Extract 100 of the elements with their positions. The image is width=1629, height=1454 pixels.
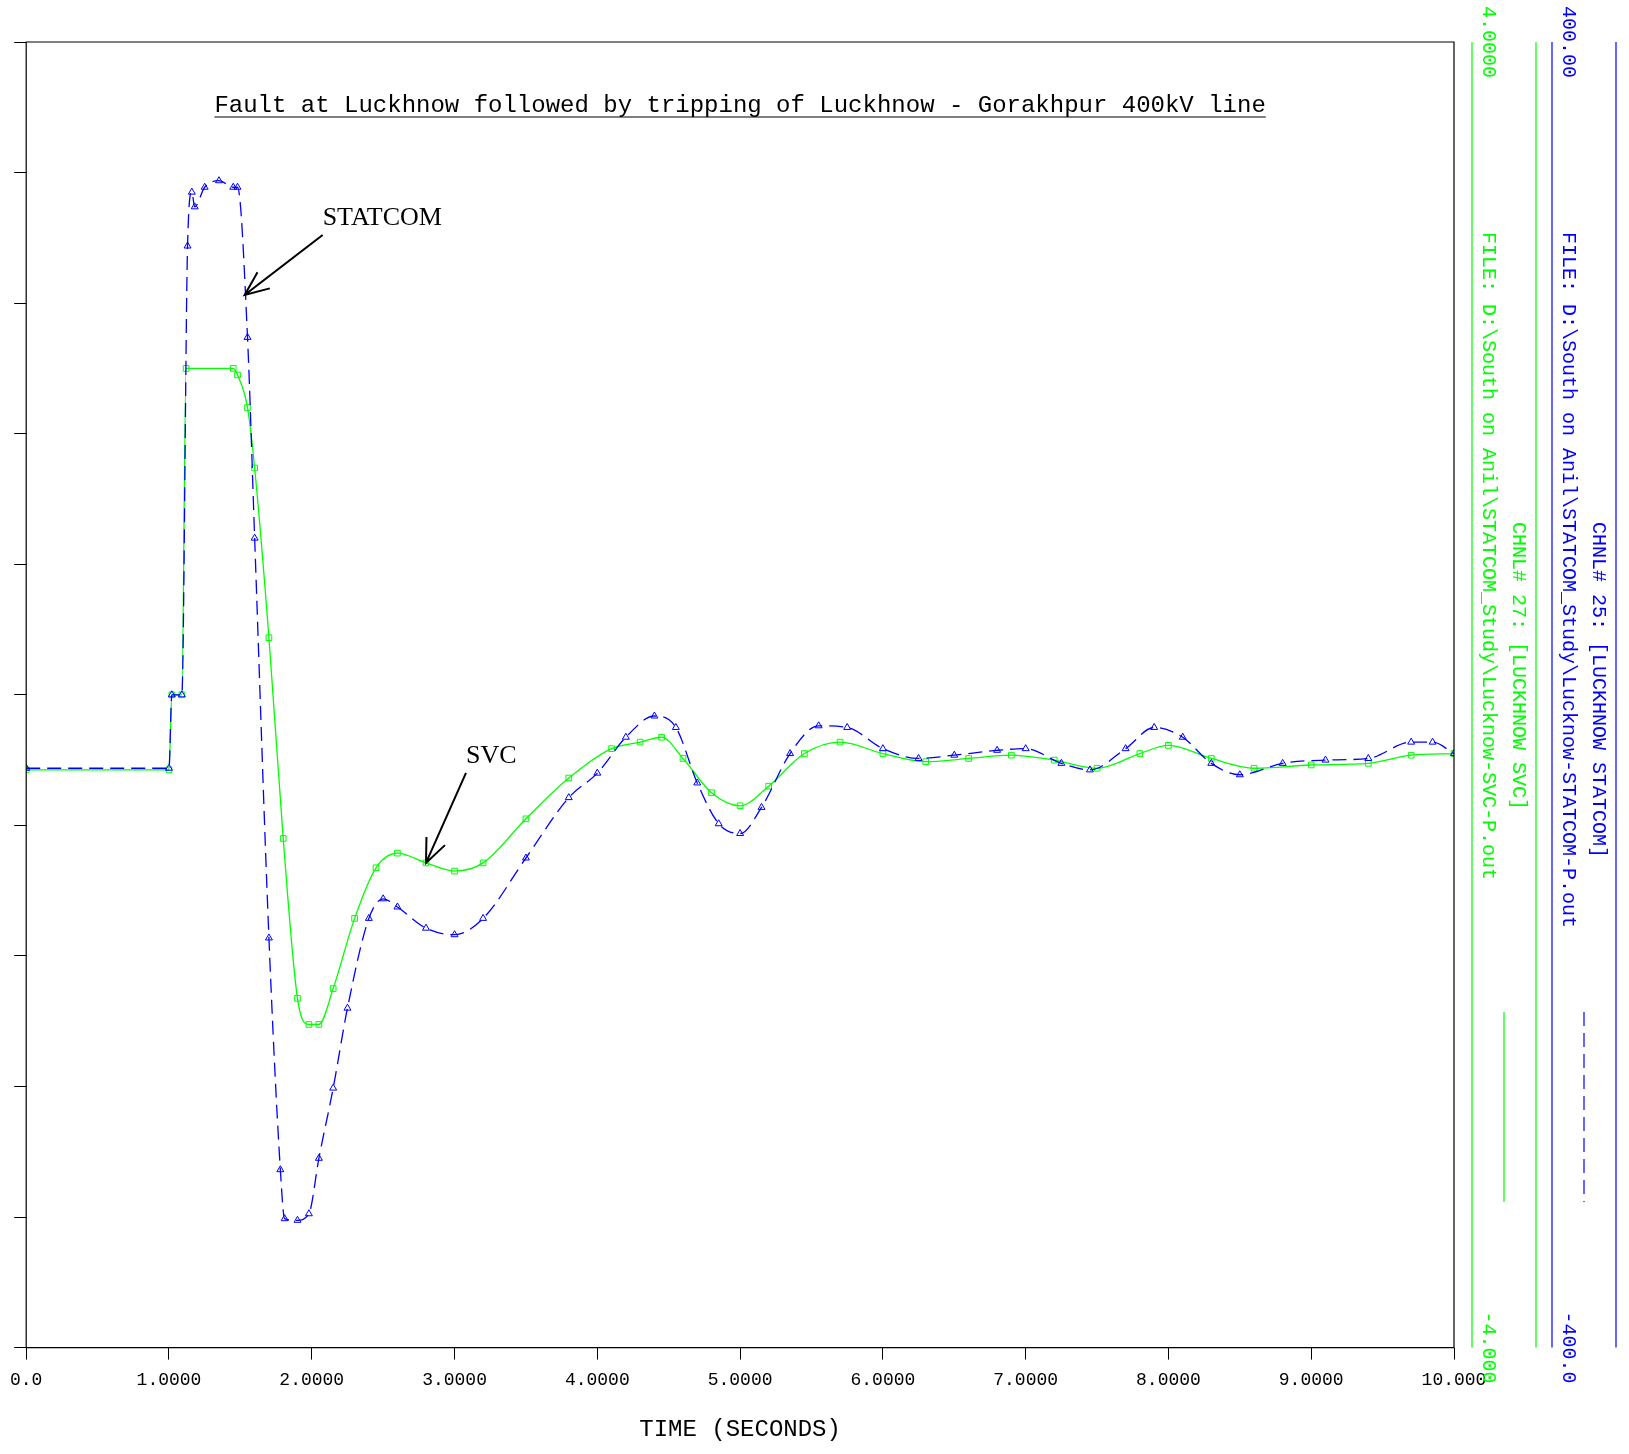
point [1207, 758, 1216, 766]
point [765, 782, 772, 790]
point [671, 722, 680, 730]
point [187, 187, 196, 195]
x-tick-label: 7.0000 [993, 1370, 1059, 1391]
point [1136, 750, 1144, 757]
point [879, 750, 887, 757]
point [1008, 751, 1015, 759]
point [1307, 761, 1315, 769]
point [922, 758, 930, 766]
x-tick-label: 0.0 [10, 1370, 43, 1391]
point [708, 789, 715, 797]
point [621, 732, 630, 740]
point [422, 923, 430, 931]
point [243, 332, 252, 340]
point [736, 829, 745, 837]
point [372, 864, 380, 872]
point [565, 774, 573, 782]
point [305, 1021, 313, 1028]
point [843, 722, 852, 730]
point [593, 768, 602, 776]
point [229, 182, 238, 190]
point [736, 802, 744, 810]
point [1050, 756, 1058, 764]
point [451, 867, 458, 875]
point [251, 464, 258, 472]
x-tick-label: 8.0000 [1136, 1370, 1201, 1391]
point [1235, 770, 1244, 778]
point [1057, 758, 1066, 766]
point [364, 913, 373, 921]
x-tick-label: 1.0000 [136, 1370, 202, 1391]
point [522, 815, 530, 823]
y2-tick-label: -400.0 [1556, 1311, 1580, 1384]
point [183, 241, 192, 249]
annotation: SVC [465, 739, 517, 769]
x-tick-label: 4.0000 [564, 1370, 630, 1391]
point [1321, 755, 1330, 763]
text: FILE: D:\South on Anil\STATCOM_Study\Lucknow-STATCOM-P.out [1556, 232, 1580, 929]
point [1178, 732, 1187, 740]
point [679, 755, 687, 762]
y2-tick-label: 400.00 [1556, 5, 1580, 79]
point [1021, 744, 1030, 752]
point [1150, 722, 1159, 730]
annotation: STATCOM [322, 201, 442, 231]
point [836, 738, 844, 746]
point [1407, 751, 1415, 759]
point [714, 819, 723, 827]
point [276, 1165, 285, 1173]
text: FILE: D:\South on Anil\STATCOM_Study\Lucknow-SVC-P.out [1476, 232, 1500, 881]
x-tick-label: 2.0000 [279, 1370, 345, 1391]
point [658, 733, 665, 741]
point [379, 894, 388, 902]
point [993, 745, 1002, 753]
point [950, 750, 959, 758]
point [279, 835, 287, 842]
point [214, 176, 223, 184]
point [650, 711, 659, 719]
point [393, 902, 402, 910]
point [234, 371, 241, 379]
x-tick-label: 3.0000 [422, 1370, 487, 1391]
point [265, 634, 273, 642]
point [1364, 753, 1373, 761]
text: Fault at Luckhnow followed by tripping of Luckhnow - Gorakhpur 400kV line [214, 92, 1266, 119]
point [1093, 764, 1101, 772]
point [914, 753, 923, 761]
point [1165, 742, 1172, 749]
point [878, 744, 887, 752]
point [1278, 758, 1287, 766]
point [636, 738, 644, 746]
point [229, 365, 237, 372]
point [264, 933, 273, 941]
point [564, 793, 573, 801]
point [1121, 744, 1130, 752]
point [965, 755, 972, 762]
text: CHNL# 27: [LUCKHNOW SVC] [1506, 522, 1530, 811]
point [479, 913, 488, 921]
point [293, 1215, 302, 1223]
point [182, 365, 190, 372]
point [450, 930, 459, 938]
point [1365, 760, 1372, 767]
x-tick-label: 5.0000 [707, 1370, 773, 1391]
point [693, 778, 702, 786]
point [757, 802, 766, 810]
point [280, 1214, 289, 1222]
point [1207, 755, 1215, 762]
point [244, 404, 251, 411]
point [422, 859, 430, 867]
point [329, 1083, 338, 1091]
point [801, 750, 808, 757]
point [314, 1153, 323, 1161]
text: CHNL# 25: [LUCKHNOW STATCOM] [1586, 522, 1610, 859]
point [394, 849, 401, 857]
point [294, 995, 301, 1002]
point [343, 1003, 352, 1011]
point [479, 859, 487, 867]
point [1250, 764, 1258, 772]
line-series [26, 365, 1454, 1028]
point [786, 749, 795, 757]
point [304, 1209, 313, 1217]
point [1085, 765, 1094, 773]
